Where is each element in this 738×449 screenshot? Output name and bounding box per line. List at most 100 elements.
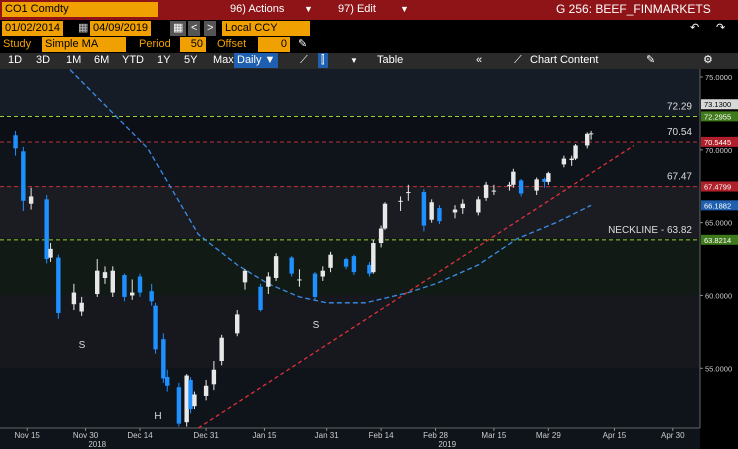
candle-body xyxy=(242,270,248,283)
x-tick-label: Dec 31 xyxy=(193,431,219,440)
price-tag-label: 63.8214 xyxy=(704,236,731,245)
candle-body xyxy=(518,180,524,194)
price-tag-label: 73.1300 xyxy=(704,100,731,109)
study-bar: Study Simple MA Period 50 Offset 0 ✎ xyxy=(0,37,738,53)
dropdown-arrow[interactable]: ▼ xyxy=(350,56,358,65)
candle-body xyxy=(122,275,127,297)
candle-body xyxy=(110,270,115,293)
candle-body xyxy=(95,270,100,295)
ticker-field[interactable]: CO1 Comdty xyxy=(2,2,158,17)
edit-menu[interactable]: 97) Edit xyxy=(338,3,376,15)
next-button[interactable]: > xyxy=(204,21,217,36)
candle-body xyxy=(452,209,458,213)
chart: 55.0000 60.0000 65.0000 70.0000 75.0000 Nov 1… xyxy=(0,69,738,449)
calendar-icon[interactable]: ▦ xyxy=(78,22,89,34)
menu-arrow: ▼ xyxy=(400,4,409,14)
y-axis-area xyxy=(700,69,738,428)
date-bar: 01/02/2014 ▦ 04/09/2019 ▦ < > Local CCY … xyxy=(0,20,738,37)
candle-body xyxy=(367,264,372,274)
range-button[interactable]: 1Y xyxy=(157,54,171,66)
candle-body xyxy=(28,196,34,204)
candle-body xyxy=(371,243,376,273)
candle-body xyxy=(56,257,61,313)
line-icon[interactable]: ⟋ xyxy=(300,54,308,66)
range-button[interactable]: 1M xyxy=(66,54,82,66)
moving-average xyxy=(69,69,592,304)
candle-icon[interactable]: ⫿ xyxy=(318,53,328,68)
x-tick-label: Jan 15 xyxy=(252,431,277,440)
candle-body xyxy=(188,379,193,410)
chart-content-button[interactable]: Chart Content xyxy=(530,54,599,66)
range-button[interactable]: 5Y xyxy=(184,54,198,66)
settings-icon[interactable]: ⚙ xyxy=(703,54,713,66)
plot-band xyxy=(0,295,700,368)
candle-body xyxy=(48,248,53,258)
study-field[interactable]: Simple MA xyxy=(42,37,126,52)
candle-body xyxy=(320,270,325,277)
x-tick-label: Mar 29 xyxy=(536,431,561,440)
title-bar: CO1 Comdty 96) Actions ▼ 97) Edit ▼ G 25… xyxy=(0,0,738,20)
candle-body xyxy=(21,151,26,201)
price-tag xyxy=(701,181,738,192)
undo-button[interactable]: ↶ xyxy=(690,22,700,34)
candle-body xyxy=(542,178,547,182)
calendar-icon[interactable]: ▦ xyxy=(170,21,187,36)
range-button[interactable]: Max xyxy=(213,54,234,66)
x-tick-label: Apr 30 xyxy=(661,431,685,440)
x-tick-label: Mar 15 xyxy=(481,431,506,440)
candle-body xyxy=(561,158,567,165)
range-button[interactable]: YTD xyxy=(122,54,144,66)
period-label: Period xyxy=(139,38,171,50)
candle-body xyxy=(437,208,442,222)
frequency-button[interactable]: Daily ▼ xyxy=(234,53,279,68)
pattern-label: H xyxy=(154,411,161,422)
candle-body xyxy=(460,203,465,209)
pencil-icon[interactable]: ✎ xyxy=(298,38,308,50)
y-tick-label: 70.0000 xyxy=(705,146,732,155)
candle-body xyxy=(483,184,489,198)
start-date[interactable]: 01/02/2014 xyxy=(2,21,64,36)
x-tick-label: Nov 15 xyxy=(15,431,41,440)
candle-body xyxy=(351,256,357,273)
period-field[interactable]: 50 xyxy=(180,37,206,52)
edit-icon[interactable]: ✎ xyxy=(646,54,656,66)
candle-body xyxy=(211,369,217,385)
x-tick-label: Feb 28 xyxy=(423,431,448,440)
chart-content-icon[interactable]: ⟋ xyxy=(514,54,522,66)
candle-body xyxy=(266,276,271,287)
menu-arrow: ▼ xyxy=(304,4,313,14)
level-label: 67.47 xyxy=(667,172,692,183)
range-button[interactable]: 3D xyxy=(36,54,51,66)
redo-button[interactable]: ↷ xyxy=(716,22,726,34)
candle-body xyxy=(79,302,84,312)
toolbar: Daily ▼ ⟋ ⫿ ▼ Table « ⟋ Chart Content ✎ … xyxy=(0,53,738,69)
price-tag xyxy=(701,200,738,211)
table-button[interactable]: Table xyxy=(377,54,404,66)
currency-field[interactable]: Local CCY xyxy=(222,21,310,36)
price-tag xyxy=(701,99,738,110)
candle-body xyxy=(273,256,279,278)
range-button[interactable]: 6M xyxy=(94,54,110,66)
offset-field[interactable]: 0 xyxy=(258,37,290,52)
plot-band xyxy=(0,238,700,295)
candle-body xyxy=(406,192,411,194)
range-button[interactable]: 1D xyxy=(8,54,23,66)
candle-body xyxy=(491,190,497,192)
prev-button[interactable]: < xyxy=(188,21,201,36)
y-tick-label: 60.0000 xyxy=(705,291,732,300)
candle-body xyxy=(161,339,166,379)
price-tag-label: 67.4799 xyxy=(704,183,731,192)
plot-band xyxy=(0,69,700,116)
pattern-label: S xyxy=(79,340,86,351)
plot-band xyxy=(0,186,700,238)
level-label: 72.29 xyxy=(667,101,692,112)
candle-body xyxy=(511,171,516,185)
actions-menu[interactable]: 96) Actions xyxy=(230,3,285,15)
candle-body xyxy=(343,259,349,267)
candle-body xyxy=(153,305,158,350)
collapse-button[interactable]: « xyxy=(476,54,483,66)
end-date[interactable]: 04/09/2019 xyxy=(90,21,152,36)
price-tag xyxy=(701,234,738,245)
candle-body xyxy=(534,179,539,191)
